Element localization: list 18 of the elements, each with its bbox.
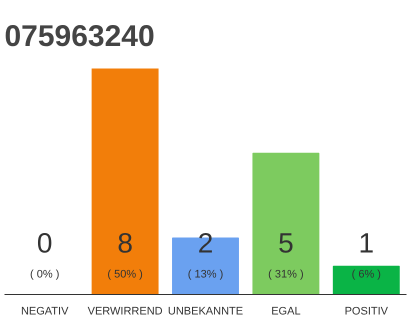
data-label: 1 <box>358 228 374 258</box>
x-tick-label: POSITIV <box>344 306 389 318</box>
bar <box>252 152 320 294</box>
annotation: ( 6% ) <box>352 268 381 280</box>
annotation: ( 13% ) <box>188 268 224 280</box>
annotation: ( 0% ) <box>30 268 60 280</box>
chart-title: 075963240 <box>4 20 155 53</box>
data-label: 8 <box>117 228 133 258</box>
bar <box>332 266 400 294</box>
annotation: ( 50% ) <box>107 268 143 280</box>
x-tick-label: EGAL <box>271 306 301 318</box>
x-tick-label: NEGATIV <box>20 306 70 318</box>
annotation: ( 31% ) <box>268 268 304 280</box>
x-tick-label: VERWIRREND <box>88 306 163 318</box>
data-label: 0 <box>36 228 52 258</box>
x-tick-label: UNBEKANNTE <box>168 306 244 318</box>
data-label: 5 <box>278 228 294 258</box>
bar <box>92 68 159 294</box>
